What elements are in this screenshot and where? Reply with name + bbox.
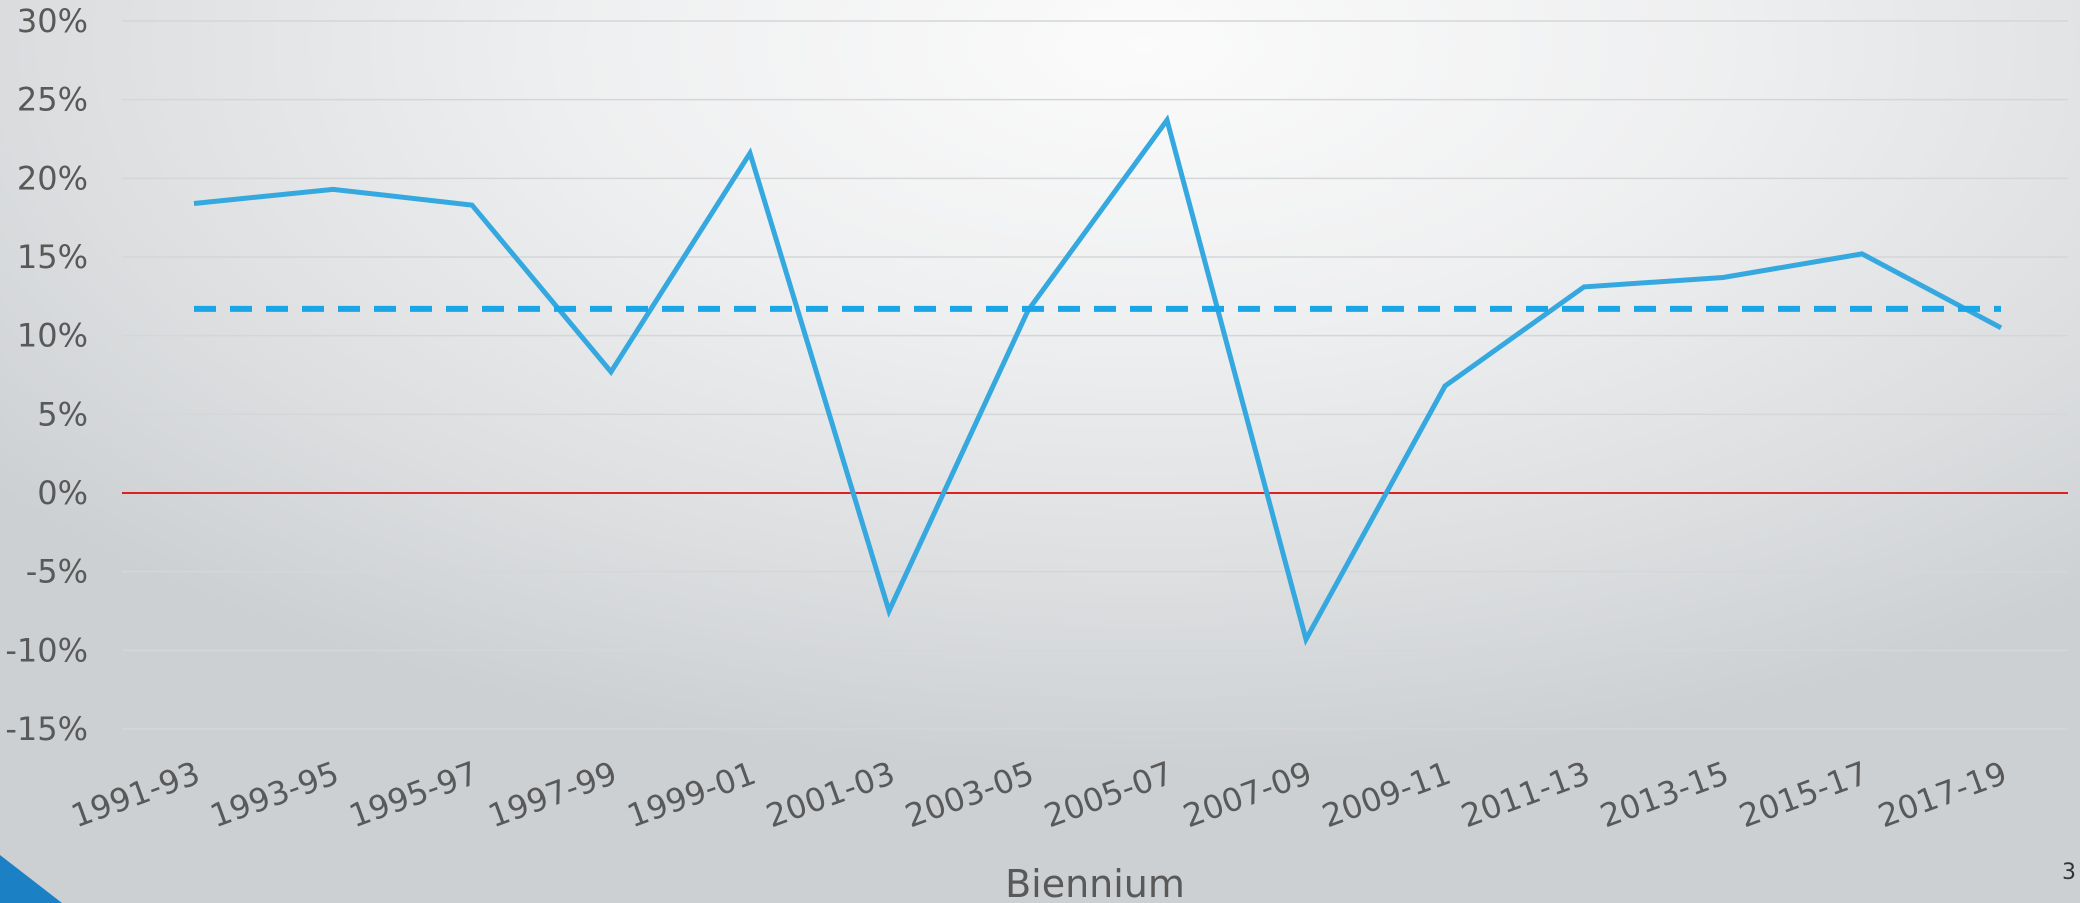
x-tick-label: 1995-97 — [344, 754, 483, 835]
y-tick-label: -10% — [5, 631, 88, 669]
y-tick-label: 20% — [17, 159, 88, 197]
x-tick-label: 1991-93 — [66, 754, 205, 835]
y-tick-label: 25% — [17, 81, 88, 119]
series-lines — [193, 114, 2003, 646]
x-tick-label: 1999-01 — [622, 754, 761, 835]
slide-number: 3 — [2062, 860, 2076, 885]
x-tick-label: 1997-99 — [483, 754, 622, 835]
x-tick-label: 2017-19 — [1873, 754, 2012, 835]
y-tick-label: -5% — [26, 553, 88, 591]
y-tick-label: 0% — [37, 474, 88, 512]
x-tick-label: 2005-07 — [1039, 754, 1178, 835]
y-tick-label: 15% — [17, 238, 88, 276]
x-tick-label: 2015-17 — [1734, 754, 1873, 835]
x-tick-label: 2001-03 — [761, 754, 900, 835]
corner-accent-shape — [0, 855, 62, 903]
y-axis-tick-labels: 30% 25% 20% 15% 10% 5% 0% -5% -10% -15% — [5, 2, 88, 748]
x-tick-label: 2007-09 — [1178, 754, 1317, 835]
x-axis-title: Biennium — [1005, 862, 1185, 903]
x-tick-label: 2013-15 — [1595, 754, 1734, 835]
gridlines — [122, 20, 2068, 730]
y-tick-label: -15% — [5, 710, 88, 748]
y-tick-label: 10% — [17, 317, 88, 355]
y-tick-label: 30% — [17, 2, 88, 40]
x-tick-label: 1993-95 — [205, 754, 344, 835]
x-tick-label: 2009-11 — [1317, 754, 1456, 835]
x-axis-tick-labels: 1991-93 1993-95 1995-97 1997-99 1999-01 2001-… — [66, 754, 2012, 835]
y-tick-label: 5% — [37, 395, 88, 433]
x-tick-label: 2003-05 — [900, 754, 1039, 835]
x-tick-label: 2011-13 — [1456, 754, 1595, 835]
solid-series-line — [193, 114, 2003, 646]
